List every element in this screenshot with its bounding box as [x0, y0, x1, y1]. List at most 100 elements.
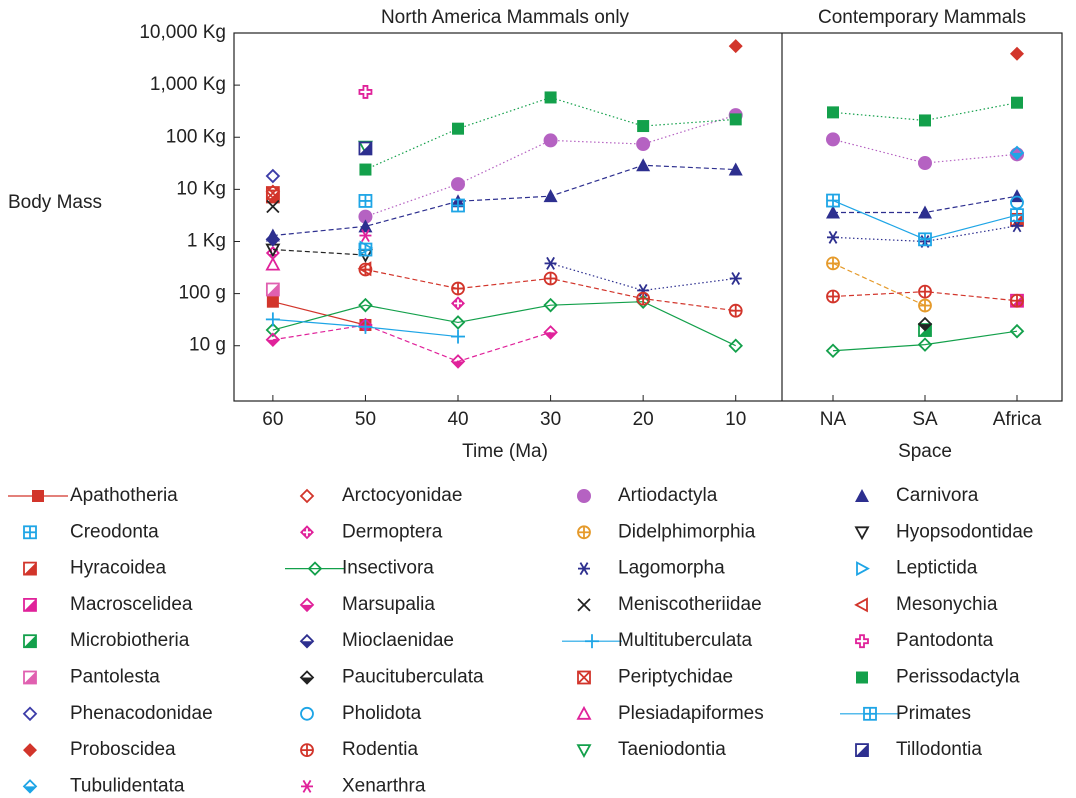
data-point [1010, 293, 1024, 308]
legend-marker [863, 706, 877, 721]
series-line [272, 301, 366, 326]
marker-part [546, 256, 555, 270]
marker-part [265, 228, 280, 242]
marker-part [450, 354, 466, 369]
data-point [729, 272, 742, 285]
marker-part [358, 297, 373, 313]
data-point [827, 106, 839, 119]
marker-part [637, 120, 650, 133]
data-point [265, 322, 281, 338]
marker-part [855, 743, 869, 757]
legend-marker [300, 525, 314, 540]
legend-marker [578, 562, 590, 576]
marker-part [856, 671, 868, 684]
data-point [451, 198, 465, 213]
marker-part [826, 132, 840, 147]
marker-part [23, 598, 37, 612]
marker-part [1011, 96, 1023, 109]
legend-label: Artiodactyla [618, 485, 718, 506]
data-point [728, 338, 743, 353]
legend-label: Apathotheria [70, 485, 178, 506]
legend-marker [307, 561, 323, 576]
y-tick-label: 100 g [178, 283, 226, 304]
x-tick-label: 30 [540, 409, 561, 430]
data-point [451, 281, 465, 296]
marker-part [358, 219, 373, 233]
marker-part [358, 209, 373, 224]
marker-part [23, 561, 37, 576]
legend-marker [577, 489, 591, 503]
marker-part [827, 106, 839, 119]
legend-label: Periptychidae [618, 667, 733, 688]
data-point [826, 205, 840, 219]
data-point [919, 114, 931, 127]
x-tick-label: 60 [262, 409, 283, 430]
data-point [917, 337, 933, 352]
marker-part [854, 526, 870, 541]
data-point [451, 329, 466, 344]
data-point [917, 316, 933, 332]
marker-part [854, 597, 868, 613]
legend-label: Insectivora [342, 558, 434, 579]
legend-marker [22, 779, 38, 794]
data-point [265, 256, 281, 271]
y-tick-label: 1,000 Kg [150, 74, 226, 95]
data-point [450, 315, 466, 330]
marker-part [855, 634, 869, 649]
x-tick-label: NA [820, 409, 847, 430]
data-point [636, 291, 651, 306]
marker-part [543, 133, 558, 148]
marker-part [301, 641, 313, 648]
marker-part [265, 282, 280, 297]
marker-part [265, 168, 281, 184]
data-point [265, 232, 281, 247]
data-point [265, 332, 281, 348]
marker-part [918, 156, 932, 171]
legend-marker [854, 597, 868, 613]
legend-label: Pantodonta [896, 630, 994, 651]
series-line [832, 330, 1018, 352]
marker-part [919, 324, 931, 331]
y-tick-label: 10 g [189, 335, 226, 356]
series-line [272, 248, 366, 256]
plot-frame [233, 32, 1063, 402]
marker-part [918, 323, 932, 337]
legend-label: Lagomorpha [618, 558, 725, 579]
data-point [825, 343, 841, 359]
marker-part [452, 122, 465, 135]
y-tick-label: 100 Kg [166, 126, 226, 147]
y-tick-label: 10 Kg [176, 178, 226, 199]
x-tick-label: 50 [355, 409, 376, 430]
legend-marker [300, 743, 314, 757]
marker-part [358, 141, 373, 156]
marker-part [24, 562, 36, 575]
legend-marker [856, 671, 868, 684]
marker-part [1009, 145, 1025, 161]
legend-label: Marsupalia [342, 594, 435, 615]
data-point [450, 354, 466, 369]
marker-part [731, 272, 741, 285]
legend-label: Pantolesta [70, 667, 160, 688]
legend-label: Carnivora [896, 485, 979, 506]
marker-part [266, 283, 279, 296]
legend-marker [577, 670, 591, 685]
data-point [358, 242, 373, 257]
y-tick-label: 1 Kg [187, 231, 226, 252]
marker-part [1009, 323, 1025, 339]
marker-part [299, 633, 315, 649]
data-point [452, 122, 465, 135]
legend-label: Meniscotheriidae [618, 594, 762, 615]
marker-part [307, 561, 323, 576]
series-line [550, 262, 736, 292]
marker-part [636, 137, 651, 152]
legend-marker [299, 597, 315, 613]
legend-marker [23, 634, 37, 649]
marker-part [24, 598, 36, 611]
marker-part [266, 339, 279, 346]
legend-marker [577, 598, 591, 612]
legend-label: Tubulidentata [70, 775, 185, 796]
data-point [265, 186, 280, 200]
marker-part [451, 177, 466, 192]
series-line [832, 138, 1018, 164]
marker-part [544, 91, 557, 104]
